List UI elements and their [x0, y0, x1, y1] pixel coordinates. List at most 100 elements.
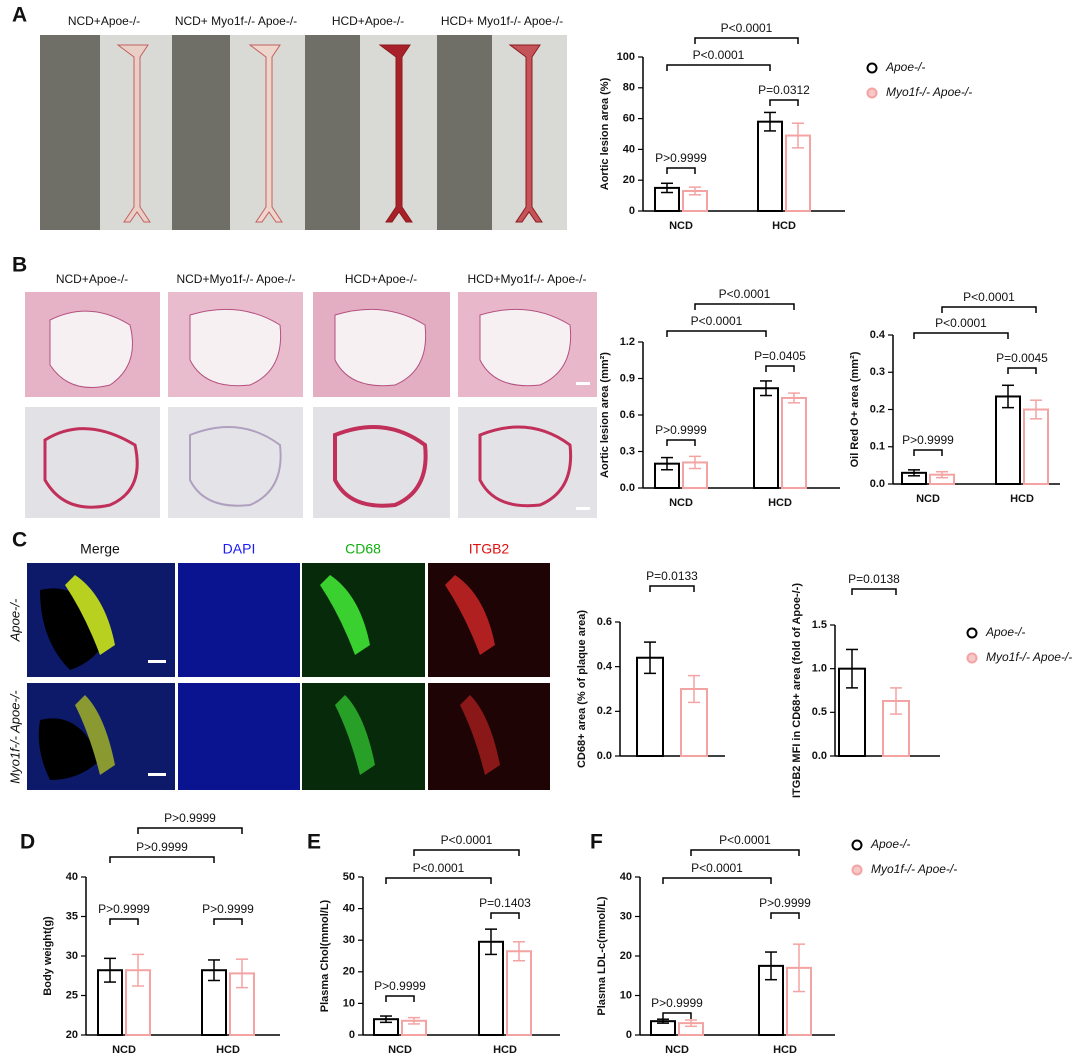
cd68-image	[302, 563, 425, 677]
y-tick-label: 40	[66, 871, 78, 883]
aorta	[378, 44, 413, 223]
significance-label: P=0.0405	[754, 349, 806, 363]
plaque-signal	[460, 695, 500, 775]
y-tick-label: 0.0	[870, 478, 885, 490]
legend-label: Myo1f-/- Apoe-/-	[886, 85, 972, 99]
y-axis-label: Oil Red O+ area (mm²)	[849, 351, 861, 467]
y-tick-label: 1.5	[812, 619, 827, 631]
ruler	[305, 35, 360, 230]
scale-bar	[576, 507, 590, 510]
lesion	[479, 308, 572, 387]
significance-bracket	[690, 849, 800, 856]
y-tick-label: 0.6	[597, 616, 612, 628]
y-tick-label: 30	[66, 950, 78, 962]
significance-label: P>0.9999	[374, 979, 426, 993]
row-label: Myo1f-/- Apoe-/-	[7, 690, 22, 784]
significance-label: P=0.0312	[758, 83, 810, 97]
ruler	[172, 35, 230, 230]
bar	[753, 387, 779, 490]
y-tick-label: 100	[617, 51, 635, 63]
aorta	[508, 44, 543, 223]
significance-label: P>0.9999	[136, 840, 188, 854]
significance-label: P<0.0001	[719, 287, 771, 301]
significance-label: P>0.9999	[655, 151, 707, 165]
x-tick-label: NCD	[665, 1044, 689, 1056]
y-tick-label: 20	[620, 950, 632, 962]
significance-label: P=0.0133	[646, 569, 698, 583]
panel-label: B	[12, 254, 27, 277]
significance-label: P<0.0001	[719, 833, 771, 847]
significance-bracket	[666, 439, 696, 446]
panel-label: C	[12, 529, 27, 552]
panel-label: F	[590, 831, 603, 854]
bar	[506, 950, 532, 1037]
significance-bracket	[851, 588, 897, 595]
bar	[757, 120, 783, 212]
significance-bracket	[769, 99, 799, 106]
scale-bar	[148, 660, 166, 663]
channel-label: Merge	[80, 541, 120, 557]
significance-label: P<0.0001	[935, 316, 987, 330]
y-tick-label: 0.3	[620, 445, 635, 457]
panel-label: D	[20, 831, 35, 854]
x-tick-label: HCD	[768, 497, 792, 509]
legend-symbol	[966, 652, 978, 664]
x-tick-label: HCD	[216, 1044, 240, 1056]
legend-symbol	[866, 87, 878, 99]
y-tick-label: 40	[343, 903, 355, 915]
legend-label: Myo1f-/- Apoe-/-	[986, 650, 1072, 664]
significance-bracket	[109, 856, 215, 863]
significance-bracket	[666, 167, 696, 174]
scale-bar	[576, 382, 590, 385]
y-tick-label: 0.9	[620, 372, 635, 384]
oil-red-image	[168, 407, 303, 518]
y-tick-label: 20	[623, 174, 635, 186]
y-tick-label: 0.1	[870, 441, 885, 453]
y-tick-label: 0	[349, 1029, 355, 1041]
x-tick-label: HCD	[493, 1044, 517, 1056]
scale-bar	[148, 773, 166, 776]
significance-bracket	[385, 877, 492, 884]
aorta	[116, 44, 151, 223]
histology-images	[25, 292, 597, 518]
image-label: HCD+Apoe-/-	[332, 14, 404, 28]
y-axis-label: Aortic lesion area (%)	[599, 77, 611, 190]
plaque-signal	[65, 575, 115, 655]
y-tick-label: 80	[623, 82, 635, 94]
y-axis-label: Plasma LDL-c(mmol/L)	[596, 896, 608, 1016]
bar	[781, 396, 807, 490]
y-tick-label: 50	[343, 871, 355, 883]
image-label: HCD+Apoe-/-	[345, 272, 417, 286]
y-tick-label: 0.0	[812, 750, 827, 762]
significance-bracket	[213, 918, 243, 925]
significance-label: P>0.9999	[651, 996, 703, 1010]
dapi-image	[178, 683, 300, 790]
legend-symbol	[966, 627, 978, 639]
channel-label: DAPI	[223, 541, 256, 557]
significance-bracket	[765, 365, 795, 372]
significance-label: P<0.0001	[413, 861, 465, 875]
lesion	[334, 308, 427, 387]
significance-bracket	[109, 918, 139, 925]
y-tick-label: 10	[343, 997, 355, 1009]
dapi-image	[178, 563, 300, 677]
significance-label: P=0.0138	[848, 572, 900, 586]
x-tick-label: HCD	[773, 1044, 797, 1056]
x-tick-label: HCD	[772, 220, 796, 232]
channel-label: ITGB2	[469, 541, 510, 557]
legend-symbol	[851, 864, 863, 876]
panel-label: A	[12, 4, 27, 27]
significance-bracket	[662, 877, 772, 884]
y-tick-label: 0	[626, 1029, 632, 1041]
y-tick-label: 20	[66, 1029, 78, 1041]
significance-label: P>0.9999	[655, 423, 707, 437]
significance-bracket	[649, 585, 695, 592]
significance-label: P=0.0045	[996, 351, 1048, 365]
x-tick-label: NCD	[112, 1044, 136, 1056]
y-tick-label: 60	[623, 113, 635, 125]
x-tick-label: NCD	[916, 493, 940, 505]
significance-label: P>0.9999	[202, 902, 254, 916]
plaque-signal	[335, 695, 375, 775]
significance-label: P=0.1403	[479, 896, 531, 910]
legend-label: Myo1f-/- Apoe-/-	[871, 862, 957, 876]
